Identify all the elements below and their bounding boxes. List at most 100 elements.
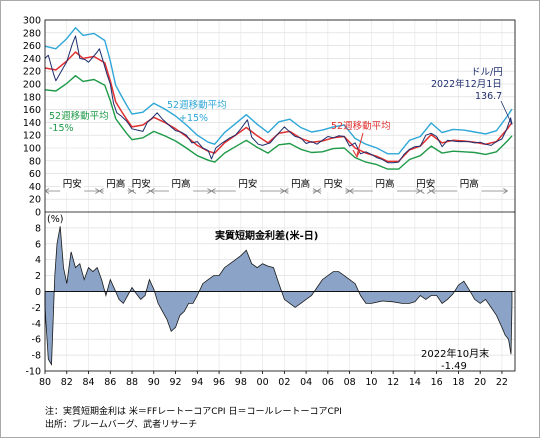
x-tick-label: 16 bbox=[431, 377, 443, 388]
series-line-usdjpy bbox=[44, 35, 513, 164]
x-tick-label: 00 bbox=[257, 377, 269, 388]
y-tick-label-top: 80 bbox=[29, 156, 41, 167]
annotation-upper-band-pct: +15% bbox=[179, 113, 208, 124]
x-tick-label: 12 bbox=[387, 377, 399, 388]
era-arrow-head bbox=[149, 188, 155, 194]
era-label-bg bbox=[457, 176, 482, 192]
x-tick-label: 88 bbox=[126, 377, 138, 388]
y-tick-label-top: 140 bbox=[23, 118, 41, 129]
era-arrow-head bbox=[98, 188, 104, 194]
annotation-usdjpy-label: ドル/円 bbox=[471, 67, 503, 78]
x-tick-label: 02 bbox=[278, 377, 290, 388]
y-tick-label-top: 240 bbox=[23, 54, 41, 65]
y-tick-label-top: 300 bbox=[23, 16, 41, 27]
y-tick-label-bottom: -4 bbox=[32, 319, 41, 330]
era-label: 円安 bbox=[324, 178, 343, 190]
era-label: 円高 bbox=[106, 178, 125, 190]
y-tick-label-top: 100 bbox=[23, 144, 41, 155]
era-label: 円安 bbox=[238, 178, 257, 190]
era-label-bg bbox=[103, 176, 128, 192]
x-tick-label: 94 bbox=[191, 377, 203, 388]
era-label-bg bbox=[134, 176, 149, 192]
annotation-latest-value: 136.7 bbox=[475, 91, 502, 102]
y-tick-label-top: 280 bbox=[23, 28, 41, 39]
annotation-ma-pointer bbox=[356, 132, 364, 156]
x-tick-label: 22 bbox=[496, 377, 508, 388]
era-label: 円安 bbox=[416, 178, 435, 190]
era-arrow-head bbox=[210, 188, 216, 194]
y-tick-label-bottom: 2 bbox=[35, 271, 41, 282]
era-label: 円高 bbox=[291, 178, 310, 190]
y-tick-label-bottom: 8 bbox=[35, 223, 41, 234]
y-tick-label-bottom: -6 bbox=[32, 335, 41, 346]
annotation-bottom-date: 2022年10月末 bbox=[421, 347, 489, 360]
era-label-bg bbox=[60, 176, 85, 192]
era-label-bg bbox=[288, 176, 313, 192]
x-tick-label: 18 bbox=[452, 377, 464, 388]
y-tick-label-top: 0 bbox=[35, 208, 41, 219]
annotation-bottom-value: -1.49 bbox=[441, 361, 467, 372]
y-tick-label-top: 180 bbox=[23, 92, 41, 103]
era-label-bg bbox=[235, 176, 260, 192]
x-tick-label: 82 bbox=[61, 377, 73, 388]
era-label: 円高 bbox=[171, 178, 190, 190]
x-tick-label: 96 bbox=[213, 377, 225, 388]
x-tick-label: 08 bbox=[344, 377, 356, 388]
era-label: 円高 bbox=[375, 178, 394, 190]
y-tick-label-top: 40 bbox=[29, 182, 41, 193]
x-tick-label: 92 bbox=[170, 377, 182, 388]
x-tick-label: 90 bbox=[148, 377, 160, 388]
panel-title-real-rate: 実質短期金利差(米-日) bbox=[215, 229, 318, 242]
annotation-lower-band-pct: -15% bbox=[49, 123, 74, 134]
x-tick-label: 86 bbox=[104, 377, 116, 388]
era-label: 円高 bbox=[460, 178, 479, 190]
x-tick-label: 14 bbox=[409, 377, 421, 388]
y-tick-label-top: 20 bbox=[29, 195, 41, 206]
series-line-ma52-minus15 bbox=[44, 74, 513, 170]
annotation-pointer bbox=[500, 100, 513, 125]
y-tick-label-top: 220 bbox=[23, 67, 41, 78]
x-tick-label: 10 bbox=[365, 377, 377, 388]
era-arrow-head bbox=[348, 188, 354, 194]
y-tick-label-bottom: 6 bbox=[35, 239, 41, 250]
era-label: 円安 bbox=[63, 178, 82, 190]
x-tick-label: 06 bbox=[322, 377, 334, 388]
x-tick-label: 84 bbox=[82, 377, 94, 388]
y-tick-label-top: 160 bbox=[23, 105, 41, 116]
annotation-date: 2022年12月1日 bbox=[431, 78, 502, 90]
era-label: 円安 bbox=[132, 178, 151, 190]
annotation-moving-average: 52週移動平均 bbox=[331, 120, 391, 132]
footnote-definition: 注：実質短期金利は 米＝FFレートーコアCPI 日＝コールレートーコアCPI bbox=[45, 407, 342, 417]
era-arrow-head bbox=[44, 188, 50, 194]
era-arrow-head bbox=[430, 188, 436, 194]
series-line-ma52 bbox=[44, 51, 513, 163]
y-tick-label-top: 200 bbox=[23, 80, 41, 91]
era-label-bg bbox=[321, 176, 346, 192]
y-tick-label-bottom: -8 bbox=[32, 351, 41, 362]
era-arrow-head bbox=[316, 188, 322, 194]
x-tick-label: 04 bbox=[300, 377, 312, 388]
era-label-bg bbox=[372, 176, 397, 192]
annotation-ma-arrowhead bbox=[352, 149, 361, 159]
y-tick-label-bottom: 4 bbox=[35, 255, 41, 266]
era-label-bg bbox=[168, 176, 193, 192]
y-tick-label-top: 120 bbox=[23, 131, 41, 142]
footnote-source: 出所：ブルームバーグ、武者リサーチ bbox=[45, 420, 198, 430]
y-tick-label-bottom: -10 bbox=[25, 367, 41, 378]
y-tick-label-bottom: 0 bbox=[35, 287, 41, 298]
x-tick-label: 20 bbox=[474, 377, 486, 388]
era-arrow-head bbox=[283, 188, 289, 194]
x-tick-label: 80 bbox=[39, 377, 51, 388]
era-label-bg bbox=[422, 176, 430, 192]
series-area-real-rate-diff bbox=[44, 226, 513, 366]
y-tick-label-top: 260 bbox=[23, 41, 41, 52]
series-line-ma52-plus15 bbox=[44, 27, 513, 155]
era-arrow-head bbox=[503, 188, 509, 194]
y-axis-unit: (%) bbox=[47, 214, 63, 225]
y-tick-label-top: 60 bbox=[29, 169, 41, 180]
x-tick-label: 98 bbox=[235, 377, 247, 388]
annotation-upper-band: 52週移動平均 bbox=[167, 99, 227, 111]
plot-border bbox=[44, 19, 516, 372]
